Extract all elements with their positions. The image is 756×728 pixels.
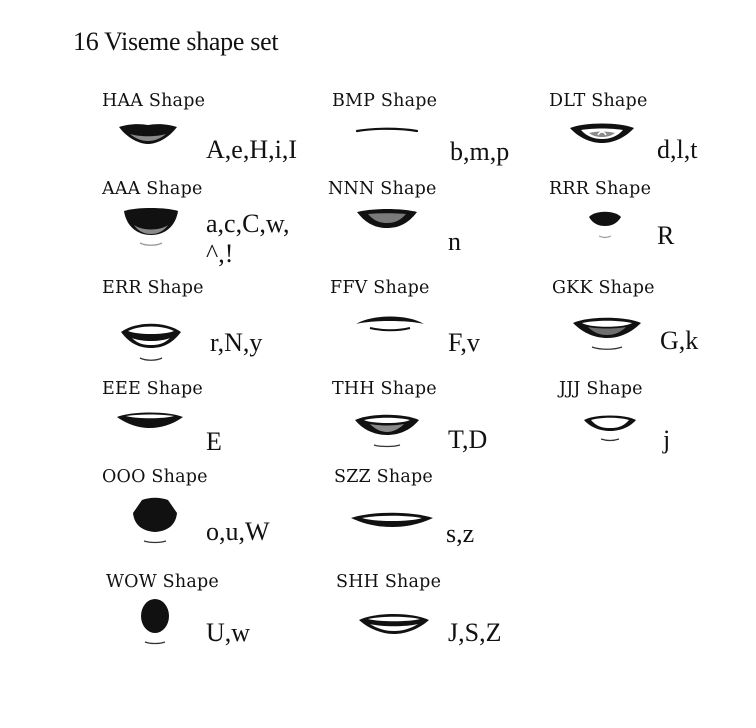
viseme-letters: b,m,p bbox=[450, 137, 510, 166]
mouth-wow-icon bbox=[141, 599, 169, 645]
viseme-label: JJJ Shape bbox=[559, 379, 643, 399]
mouth-aaa-icon bbox=[124, 208, 178, 246]
viseme-nnn: NNN Shape n bbox=[328, 179, 558, 279]
viseme-label: ERR Shape bbox=[102, 278, 204, 298]
viseme-letters: F,v bbox=[448, 328, 480, 357]
viseme-err: ERR Shape r,N,y bbox=[102, 278, 332, 378]
viseme-rrr: RRR Shape R bbox=[549, 179, 756, 279]
mouth-eee-icon bbox=[117, 412, 183, 428]
viseme-letters: A,e,H,i,I bbox=[206, 135, 297, 164]
viseme-label: NNN Shape bbox=[328, 179, 437, 199]
viseme-label: EEE Shape bbox=[102, 379, 203, 399]
viseme-label: WOW Shape bbox=[106, 572, 219, 592]
viseme-gkk: GKK Shape G,k bbox=[552, 278, 756, 378]
mouth-gkk-icon bbox=[573, 317, 641, 350]
mouth-nnn-icon bbox=[357, 209, 417, 228]
viseme-label: AAA Shape bbox=[102, 179, 203, 199]
viseme-shh: SHH Shape J,S,Z bbox=[336, 572, 566, 672]
mouth-bmp-icon bbox=[355, 127, 419, 133]
viseme-letters: n bbox=[448, 227, 461, 256]
viseme-ooo: OOO Shape o,u,W bbox=[102, 467, 332, 567]
viseme-haa: HAA Shape A,e,H,i,I bbox=[102, 91, 332, 191]
viseme-letters: d,l,t bbox=[657, 135, 698, 164]
viseme-letters: j bbox=[663, 425, 671, 454]
viseme-label: GKK Shape bbox=[552, 278, 655, 298]
viseme-aaa: AAA Shape a,c,C,w, ^,! bbox=[102, 179, 332, 279]
mouth-rrr-icon bbox=[589, 211, 621, 239]
viseme-label: RRR Shape bbox=[549, 179, 652, 199]
viseme-label: BMP Shape bbox=[332, 91, 438, 111]
viseme-thh: THH Shape T,D bbox=[332, 379, 562, 479]
viseme-letters: T,D bbox=[448, 425, 488, 454]
viseme-label: FFV Shape bbox=[330, 278, 430, 298]
mouth-haa-icon bbox=[119, 124, 177, 144]
viseme-letters: o,u,W bbox=[206, 517, 270, 546]
mouth-jjj-icon bbox=[584, 415, 636, 442]
viseme-dlt: DLT Shape d,l,t bbox=[549, 91, 756, 191]
viseme-letters: a,c,C,w, bbox=[206, 209, 290, 238]
viseme-label: OOO Shape bbox=[102, 467, 208, 487]
viseme-letters: R bbox=[657, 221, 675, 250]
viseme-letters: J,S,Z bbox=[448, 618, 502, 647]
mouth-thh-icon bbox=[355, 414, 419, 448]
mouth-szz-icon bbox=[351, 512, 433, 527]
viseme-letters: s,z bbox=[446, 519, 475, 548]
viseme-letters-line2: ^,! bbox=[206, 239, 234, 268]
viseme-label: DLT Shape bbox=[549, 91, 648, 111]
viseme-jjj: JJJ Shape j bbox=[559, 379, 756, 479]
viseme-wow: WOW Shape U,w bbox=[106, 572, 336, 672]
mouth-shh-icon bbox=[359, 614, 429, 634]
page-title: 16 Viseme shape set bbox=[73, 27, 279, 56]
viseme-label: THH Shape bbox=[332, 379, 437, 399]
viseme-letters: E bbox=[206, 427, 222, 456]
viseme-label: HAA Shape bbox=[102, 91, 206, 111]
viseme-bmp: BMP Shape b,m,p bbox=[332, 91, 562, 191]
viseme-eee: EEE Shape E bbox=[102, 379, 332, 479]
mouth-ffv-icon bbox=[356, 316, 424, 332]
viseme-label: SZZ Shape bbox=[334, 467, 433, 487]
viseme-label: SHH Shape bbox=[336, 572, 442, 592]
viseme-letters: r,N,y bbox=[210, 328, 263, 357]
viseme-letters: G,k bbox=[660, 326, 699, 355]
mouth-ooo-icon bbox=[133, 497, 177, 544]
viseme-letters: U,w bbox=[206, 618, 251, 647]
mouth-dlt-icon bbox=[570, 123, 634, 143]
viseme-ffv: FFV Shape F,v bbox=[330, 278, 560, 378]
mouth-err-icon bbox=[121, 323, 181, 361]
viseme-szz: SZZ Shape s,z bbox=[334, 467, 564, 567]
